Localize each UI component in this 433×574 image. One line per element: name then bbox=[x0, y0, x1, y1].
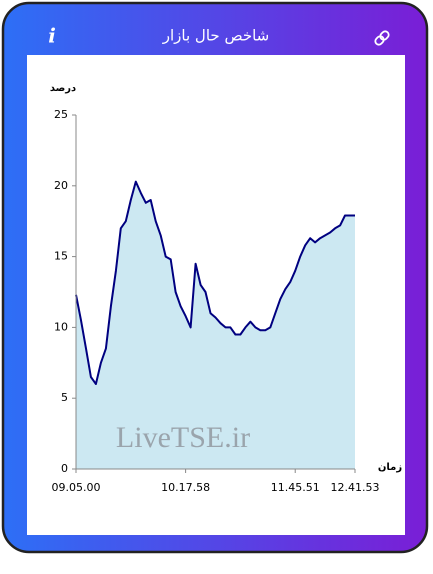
y-tick-label: 25 bbox=[54, 108, 68, 121]
x-tick-label: 09.05.00 bbox=[52, 481, 101, 494]
info-button[interactable]: i bbox=[48, 24, 56, 48]
y-tick-label: 15 bbox=[54, 250, 68, 263]
y-tick-label: 5 bbox=[61, 391, 68, 404]
x-tick-label: 11.45.51 bbox=[271, 481, 320, 494]
y-axis-label: درصد bbox=[50, 83, 76, 94]
header-title: شاخص حال بازار bbox=[162, 27, 269, 45]
y-tick-label: 0 bbox=[61, 462, 68, 475]
watermark: LiveTSE.ir bbox=[116, 421, 250, 454]
line bbox=[75, 180, 355, 385]
x-axis-label: زمان bbox=[378, 462, 402, 473]
link-button[interactable] bbox=[374, 30, 390, 46]
area-fill bbox=[76, 181, 355, 469]
y-tick-label: 10 bbox=[54, 320, 68, 333]
x-tick-label: 10.17.58 bbox=[161, 481, 210, 494]
y-tick-label: 20 bbox=[54, 179, 68, 192]
x-tick-label: 12.41.53 bbox=[331, 481, 380, 494]
